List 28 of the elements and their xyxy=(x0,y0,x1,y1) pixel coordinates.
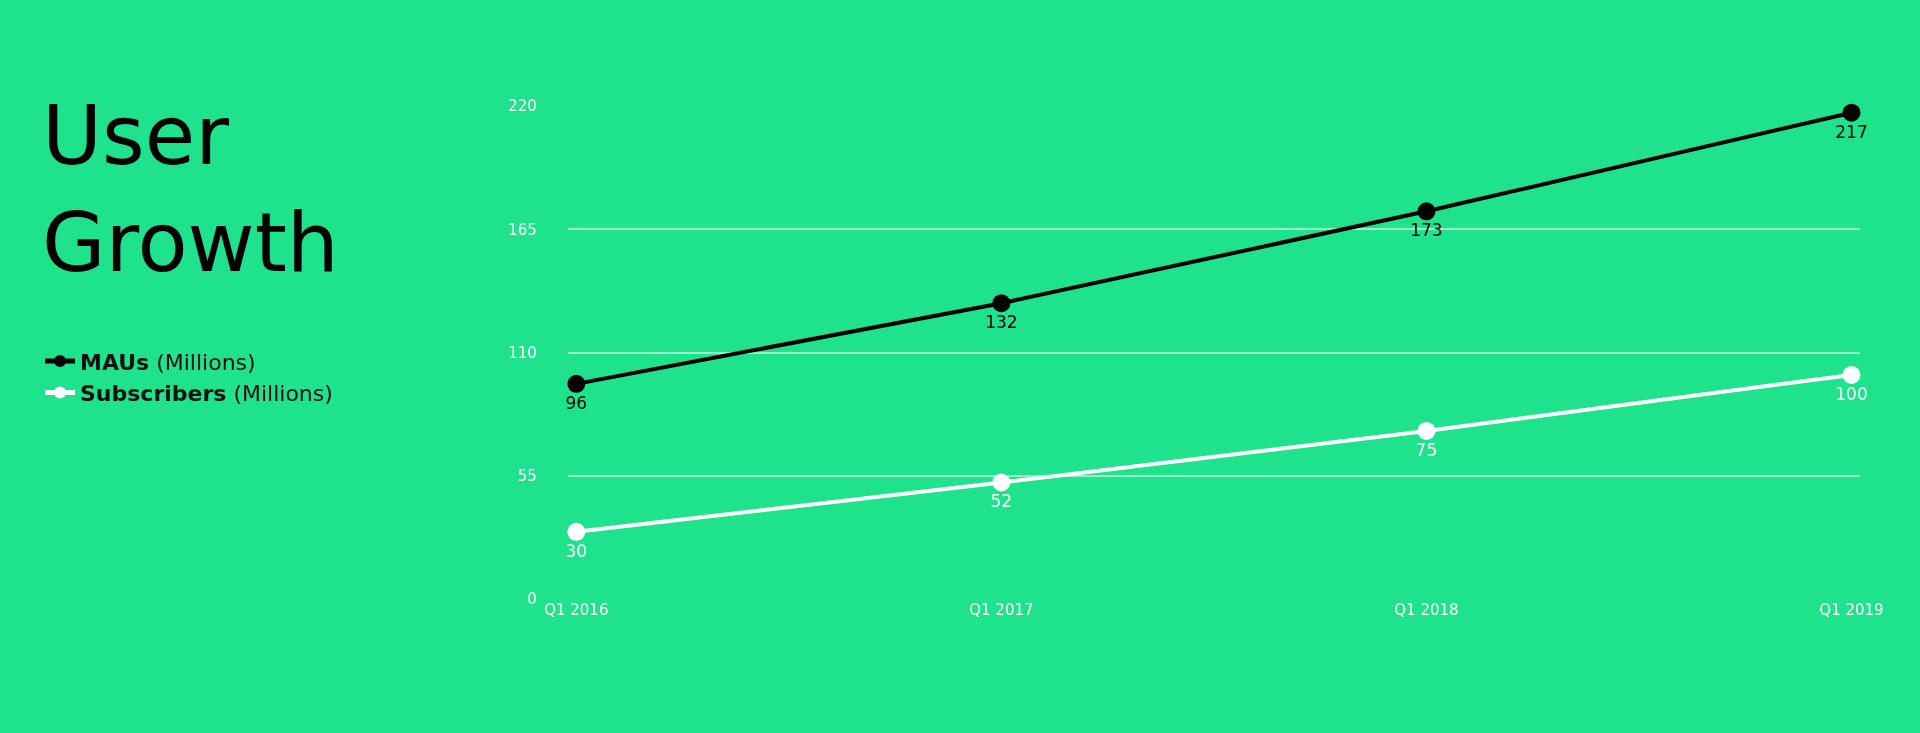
legend-label: Subscribers (Millions) xyxy=(80,381,333,407)
point xyxy=(1417,202,1436,221)
x-tick-label: Q1 2016 xyxy=(544,601,609,619)
data-label: 100 xyxy=(1835,383,1868,404)
x-tick-label: Q1 2018 xyxy=(1394,601,1459,619)
legend-label: MAUs (Millions) xyxy=(80,349,256,375)
y-tick-label: 55 xyxy=(517,467,537,485)
data-label: 132 xyxy=(985,312,1018,333)
data-label: 75 xyxy=(1415,439,1438,460)
text: User Growth xyxy=(42,88,339,290)
point xyxy=(1417,421,1436,440)
y-tick-label: 220 xyxy=(508,97,537,116)
data-label: 173 xyxy=(1410,220,1443,241)
data-label: 30 xyxy=(565,540,588,561)
x-tick-label: Q1 2017 xyxy=(969,601,1034,619)
x-tick-label: Q1 2019 xyxy=(1819,601,1884,619)
y-tick-label: 110 xyxy=(508,343,537,362)
point xyxy=(1842,103,1861,122)
data-label: 52 xyxy=(990,491,1013,512)
data-label: 217 xyxy=(1835,121,1868,142)
point xyxy=(1842,365,1861,384)
y-tick-label: 165 xyxy=(508,220,537,239)
data-label: 96 xyxy=(565,392,588,413)
point xyxy=(567,522,586,541)
point xyxy=(567,374,586,393)
point xyxy=(992,294,1011,313)
point xyxy=(992,473,1011,492)
y-tick-label: 0 xyxy=(527,590,537,609)
